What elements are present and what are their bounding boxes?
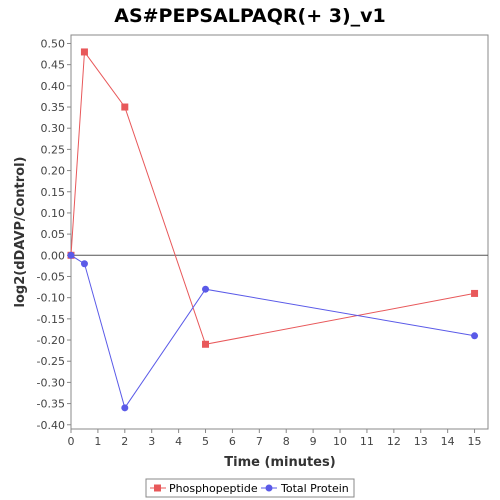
x-tick-label: 5 bbox=[202, 435, 209, 448]
y-tick-label: 0.50 bbox=[41, 37, 66, 50]
y-tick-label: 0.40 bbox=[41, 80, 66, 93]
x-tick-label: 2 bbox=[121, 435, 128, 448]
data-point-phosphopeptide bbox=[80, 48, 88, 56]
data-point-total-protein bbox=[121, 404, 129, 412]
y-axis-label: log2(dDAVP/Control) bbox=[13, 157, 28, 308]
x-axis-label: Time (minutes) bbox=[224, 455, 335, 470]
y-tick-label: 0.20 bbox=[41, 165, 66, 178]
y-tick-label: 0.05 bbox=[41, 228, 66, 241]
data-point-phosphopeptide bbox=[121, 103, 129, 111]
y-tick-label: 0.25 bbox=[41, 143, 66, 156]
data-point-total-protein bbox=[80, 260, 88, 268]
legend-marker-phosphopeptide bbox=[154, 484, 161, 492]
y-axis: 0.50 0.45 0.40 0.35 0.30 0.25 0.20 0.15 0.10 0.05… bbox=[37, 37, 71, 432]
data-point-total-protein bbox=[67, 251, 75, 259]
y-tick-label: 0.30 bbox=[41, 122, 66, 135]
x-tick-label: 15 bbox=[468, 435, 482, 448]
data-point-total-protein bbox=[471, 332, 479, 340]
data-point-total-protein bbox=[202, 285, 210, 293]
y-tick-label: -0.35 bbox=[37, 398, 65, 411]
x-tick-label: 6 bbox=[229, 435, 236, 448]
legend-label-total-protein: Total Protein bbox=[280, 482, 349, 495]
y-tick-label: -0.05 bbox=[37, 270, 65, 283]
data-point-phosphopeptide bbox=[202, 340, 210, 348]
x-tick-label: 14 bbox=[441, 435, 455, 448]
x-tick-label: 11 bbox=[360, 435, 374, 448]
legend-label-phosphopeptide: Phosphopeptide bbox=[169, 482, 258, 495]
legend-marker-total-protein bbox=[265, 484, 273, 492]
y-tick-label: -0.40 bbox=[37, 419, 65, 432]
legend-box bbox=[145, 478, 355, 498]
x-tick-label: 0 bbox=[68, 435, 75, 448]
y-tick-label: 0.15 bbox=[41, 186, 66, 199]
x-tick-label: 1 bbox=[94, 435, 101, 448]
y-tick-label: -0.25 bbox=[37, 355, 65, 368]
y-tick-label: 0.45 bbox=[41, 59, 66, 72]
y-tick-label: -0.20 bbox=[37, 334, 65, 347]
chart-title: AS#PEPSALPAQR(+ 3)_v1 bbox=[114, 5, 386, 27]
x-axis: 0 1 2 3 4 5 6 7 8 9 10 11 12 13 14 15 bbox=[68, 429, 482, 448]
x-tick-label: 4 bbox=[175, 435, 182, 448]
x-tick-label: 7 bbox=[256, 435, 263, 448]
x-tick-label: 3 bbox=[148, 435, 155, 448]
legend: Phosphopeptide Total Protein bbox=[145, 478, 355, 498]
x-tick-label: 12 bbox=[387, 435, 401, 448]
y-tick-label: 0.00 bbox=[41, 249, 66, 262]
x-tick-label: 10 bbox=[333, 435, 347, 448]
x-tick-label: 8 bbox=[283, 435, 290, 448]
x-tick-label: 13 bbox=[414, 435, 428, 448]
y-tick-label: 0.10 bbox=[41, 207, 66, 220]
y-tick-label: -0.10 bbox=[37, 292, 65, 305]
y-tick-label: -0.30 bbox=[37, 376, 65, 389]
x-tick-label: 9 bbox=[310, 435, 317, 448]
series-layer bbox=[67, 48, 479, 412]
y-tick-label: 0.35 bbox=[41, 101, 66, 114]
y-tick-label: -0.15 bbox=[37, 313, 65, 326]
data-point-phosphopeptide bbox=[471, 289, 479, 297]
plot-area bbox=[70, 34, 489, 430]
